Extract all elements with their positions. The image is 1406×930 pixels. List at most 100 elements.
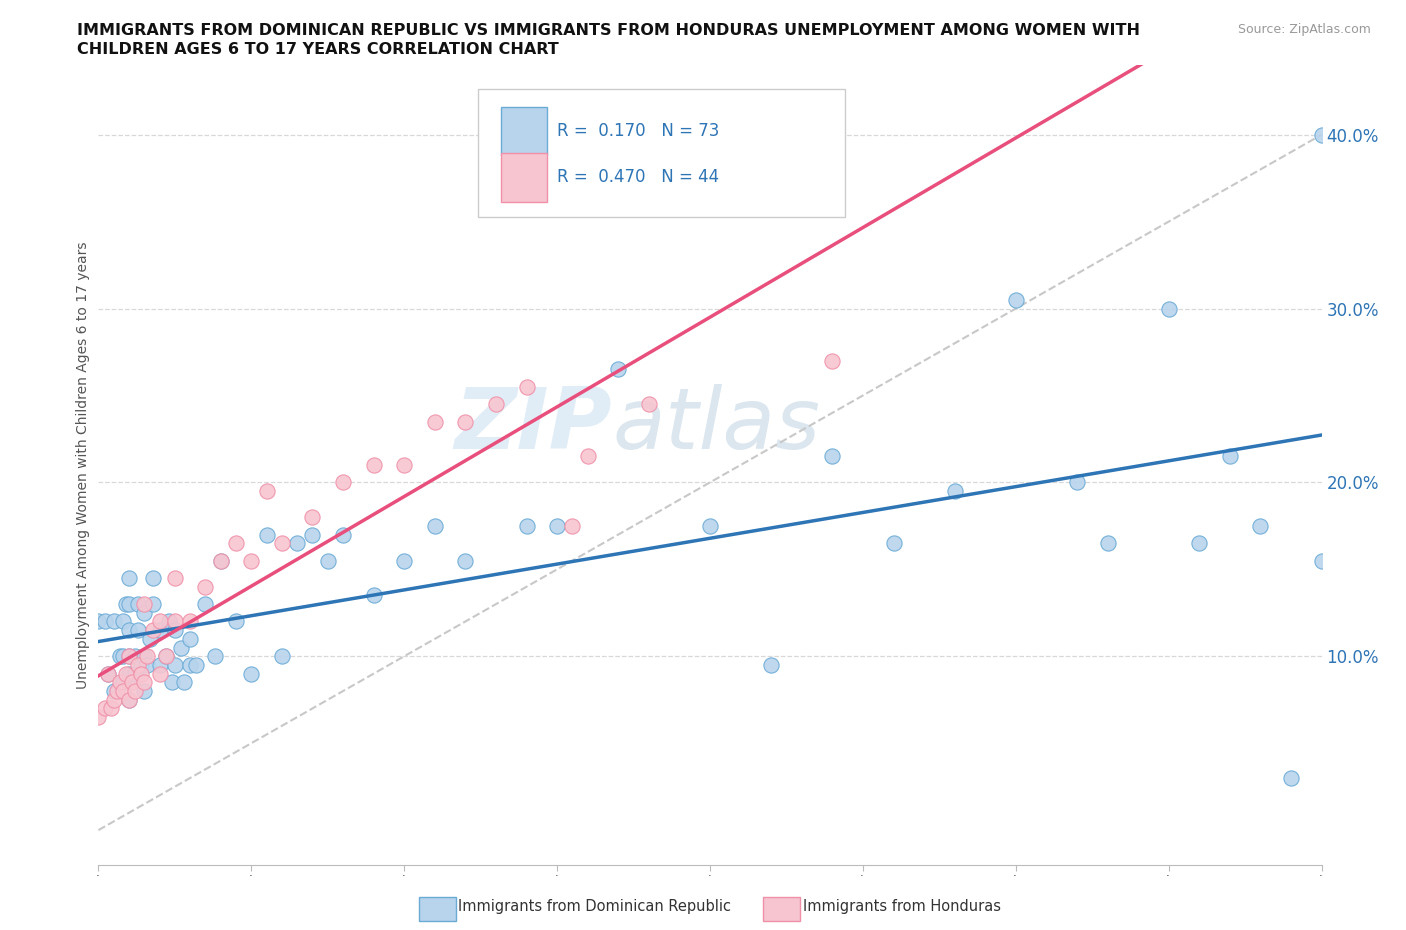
- Text: Immigrants from Honduras: Immigrants from Honduras: [803, 899, 1001, 914]
- Text: CHILDREN AGES 6 TO 17 YEARS CORRELATION CHART: CHILDREN AGES 6 TO 17 YEARS CORRELATION …: [77, 42, 560, 57]
- Point: [118, 666, 141, 681]
- Point: [149, 666, 172, 681]
- Text: Source: ZipAtlas.com: Source: ZipAtlas.com: [1237, 23, 1371, 36]
- Point: [127, 658, 149, 672]
- Point: [87, 614, 110, 629]
- Point: [115, 666, 138, 681]
- Point: [103, 692, 125, 707]
- Point: [285, 536, 308, 551]
- Point: [194, 597, 217, 612]
- Point: [134, 675, 156, 690]
- Point: [136, 658, 159, 672]
- Point: [129, 666, 152, 681]
- Point: [209, 553, 232, 568]
- Point: [111, 684, 134, 698]
- Point: [256, 484, 278, 498]
- Text: R =  0.470   N = 44: R = 0.470 N = 44: [557, 168, 720, 187]
- Point: [179, 631, 201, 646]
- Point: [1249, 518, 1271, 533]
- Point: [87, 710, 110, 724]
- Point: [179, 614, 201, 629]
- FancyBboxPatch shape: [501, 153, 547, 202]
- Point: [1004, 292, 1026, 307]
- Point: [149, 658, 172, 672]
- Point: [637, 397, 661, 412]
- Point: [127, 597, 149, 612]
- Point: [163, 571, 186, 586]
- Text: R =  0.170   N = 73: R = 0.170 N = 73: [557, 122, 720, 140]
- Point: [821, 353, 844, 368]
- Point: [108, 675, 131, 690]
- Point: [134, 649, 156, 664]
- FancyBboxPatch shape: [478, 89, 845, 217]
- Point: [142, 571, 165, 586]
- Point: [699, 518, 721, 533]
- Point: [118, 623, 141, 638]
- Point: [149, 614, 172, 629]
- Point: [118, 692, 141, 707]
- Point: [485, 397, 508, 412]
- Point: [1219, 449, 1241, 464]
- Point: [97, 666, 120, 681]
- Point: [363, 458, 385, 472]
- Point: [118, 649, 141, 664]
- Point: [124, 649, 146, 664]
- Point: [111, 614, 134, 629]
- Point: [943, 484, 966, 498]
- Point: [454, 414, 477, 429]
- Point: [607, 362, 630, 377]
- Point: [129, 658, 152, 672]
- Point: [105, 684, 128, 698]
- Point: [163, 623, 186, 638]
- Point: [100, 701, 122, 716]
- Point: [173, 675, 195, 690]
- Point: [103, 614, 125, 629]
- Point: [142, 597, 165, 612]
- Point: [332, 475, 354, 490]
- Point: [93, 614, 115, 629]
- Point: [363, 588, 385, 603]
- Point: [139, 631, 162, 646]
- Point: [576, 449, 599, 464]
- Point: [179, 658, 201, 672]
- Point: [118, 571, 141, 586]
- Point: [225, 614, 247, 629]
- Point: [256, 527, 278, 542]
- Point: [103, 684, 125, 698]
- Point: [1310, 553, 1333, 568]
- Point: [118, 692, 141, 707]
- Point: [225, 536, 247, 551]
- Point: [149, 623, 172, 638]
- Point: [115, 597, 138, 612]
- Point: [111, 675, 134, 690]
- Point: [111, 649, 134, 664]
- Point: [134, 605, 156, 620]
- Point: [186, 658, 208, 672]
- Point: [392, 553, 416, 568]
- Point: [516, 518, 538, 533]
- Point: [1279, 771, 1302, 786]
- Point: [301, 510, 323, 525]
- Point: [883, 536, 905, 551]
- Point: [124, 666, 146, 681]
- Point: [270, 649, 292, 664]
- Point: [516, 379, 538, 394]
- Point: [454, 553, 477, 568]
- Point: [170, 640, 193, 655]
- Point: [134, 684, 156, 698]
- Point: [1188, 536, 1211, 551]
- Y-axis label: Unemployment Among Women with Children Ages 6 to 17 years: Unemployment Among Women with Children A…: [76, 241, 90, 689]
- Point: [714, 197, 737, 212]
- Point: [127, 623, 149, 638]
- Text: Immigrants from Dominican Republic: Immigrants from Dominican Republic: [458, 899, 731, 914]
- Point: [240, 666, 263, 681]
- Point: [160, 675, 183, 690]
- Point: [93, 701, 115, 716]
- Point: [155, 649, 177, 664]
- Point: [1097, 536, 1119, 551]
- Point: [821, 449, 844, 464]
- Point: [121, 675, 143, 690]
- Point: [163, 614, 186, 629]
- Point: [204, 649, 226, 664]
- Text: IMMIGRANTS FROM DOMINICAN REPUBLIC VS IMMIGRANTS FROM HONDURAS UNEMPLOYMENT AMON: IMMIGRANTS FROM DOMINICAN REPUBLIC VS IM…: [77, 23, 1140, 38]
